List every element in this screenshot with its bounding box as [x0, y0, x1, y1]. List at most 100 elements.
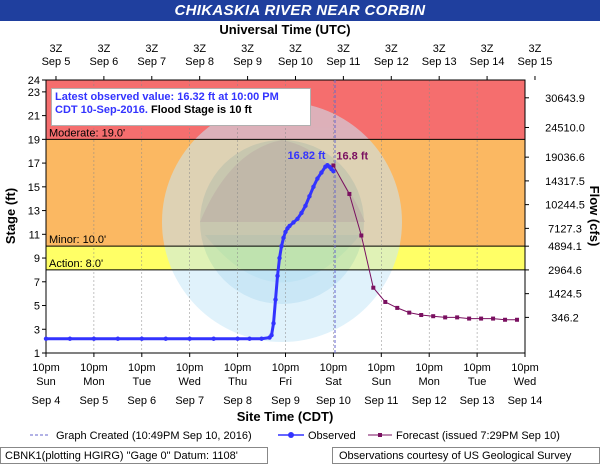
- x-tick-date: Sep 9: [271, 395, 300, 407]
- observed-point: [271, 321, 276, 326]
- top-tick-date: Sep 14: [470, 56, 505, 68]
- x-tick-date: Sep 5: [80, 395, 109, 407]
- x-tick-time: 10pm: [415, 362, 443, 374]
- datum-footer: CBNK1(plotting HGIRG) "Gage 0" Datum: 11…: [0, 447, 268, 464]
- y2-tick-label: 19036.6: [545, 152, 585, 164]
- legend-forecast-marker: [378, 433, 382, 437]
- latest-line1: Latest observed value: 16.32 ft at 10:00…: [55, 91, 279, 103]
- observed-point: [269, 332, 274, 338]
- forecast-point: [395, 305, 400, 310]
- legend: Graph Created (10:49PM Sep 10, 2016) Obs…: [30, 430, 560, 442]
- x-tick-day: Sun: [36, 376, 56, 388]
- observed-point: [273, 297, 278, 302]
- y-tick-label: 7: [34, 277, 40, 289]
- observed-point: [287, 223, 292, 229]
- x-tick-time: 10pm: [463, 362, 491, 374]
- observed-point: [307, 194, 312, 199]
- forecast-point: [359, 233, 364, 238]
- forecast-point: [331, 163, 336, 168]
- top-tick-time: 3Z: [289, 43, 302, 55]
- forecast-series: [331, 163, 520, 322]
- y2-tick-label: 24510.0: [545, 122, 585, 134]
- top-tick-time: 3Z: [481, 43, 494, 55]
- forecast-point: [455, 315, 460, 320]
- observed-point: [295, 216, 300, 222]
- x-tick-date: Sep 4: [32, 395, 61, 407]
- x-tick-date: Sep 6: [127, 395, 156, 407]
- y-tick-label: 11: [29, 229, 40, 241]
- forecast-point: [491, 316, 496, 321]
- observed-point: [235, 336, 240, 341]
- source-footer: Observations courtesy of US Geological S…: [332, 447, 600, 464]
- top-tick-date: Sep 6: [90, 56, 119, 68]
- y-tick-label: 19: [28, 134, 40, 146]
- y-tick-label: 5: [34, 301, 40, 313]
- x-axis-label: Site Time (CDT): [237, 409, 334, 424]
- x-tick-time: 10pm: [128, 362, 156, 374]
- top-tick-time: 3Z: [50, 43, 63, 55]
- forecast-point: [347, 191, 352, 196]
- x-tick-day: Wed: [178, 376, 200, 388]
- x-tick-time: 10pm: [272, 362, 300, 374]
- y-tick-label: 1: [34, 348, 40, 360]
- forecast-point: [431, 314, 436, 319]
- noaa-watermark: [162, 102, 402, 342]
- x-tick-time: 10pm: [511, 362, 539, 374]
- observed-series: [43, 163, 336, 341]
- top-tick-time: 3Z: [193, 43, 206, 55]
- latest-line2: CDT 10-Sep-2016.: [55, 104, 148, 116]
- y-axis-label: Stage (ft): [3, 188, 18, 244]
- observed-point: [303, 203, 308, 209]
- top-tick-time: 3Z: [337, 43, 350, 55]
- forecast-peak-label: 16.8 ft: [336, 150, 368, 162]
- legend-graph-created: Graph Created (10:49PM Sep 10, 2016): [56, 430, 252, 442]
- flood-stage-text: Flood Stage is 10 ft: [147, 104, 252, 116]
- forecast-line: [332, 165, 518, 321]
- x-tick-day: Tue: [468, 376, 487, 388]
- x-tick-day: Sat: [325, 376, 342, 388]
- y-tick-label: 9: [34, 253, 40, 265]
- observed-point: [91, 336, 97, 341]
- x-tick-day: Mon: [83, 376, 104, 388]
- chart-title: CHIKASKIA RIVER NEAR CORBIN: [174, 2, 426, 19]
- observed-point: [315, 176, 320, 181]
- x-tick-date: Sep 10: [316, 395, 351, 407]
- observed-point: [299, 210, 304, 216]
- x-tick-date: Sep 13: [460, 395, 495, 407]
- x-tick-time: 10pm: [176, 362, 204, 374]
- title-bar: CHIKASKIA RIVER NEAR CORBIN: [0, 0, 600, 21]
- category-label-moderate: Moderate: 19.0': [49, 127, 125, 139]
- forecast-point: [371, 285, 376, 290]
- observed-point: [247, 336, 252, 341]
- observed-point: [291, 220, 296, 225]
- top-tick-date: Sep 7: [137, 56, 166, 68]
- observed-point: [319, 170, 324, 175]
- y2-axis-label: Flow (cfs): [587, 186, 600, 247]
- x-tick-date: Sep 14: [508, 395, 543, 407]
- top-tick-date: Sep 8: [185, 56, 214, 68]
- top-tick-date: Sep 12: [374, 56, 409, 68]
- x-tick-day: Mon: [418, 376, 439, 388]
- observed-point: [281, 235, 286, 241]
- category-label-minor: Minor: 10.0': [49, 234, 106, 246]
- y-tick-label: 3: [34, 324, 40, 336]
- x-tick-date: Sep 8: [223, 395, 252, 407]
- y-tick-label: 15: [28, 182, 40, 194]
- forecast-point: [467, 316, 472, 321]
- observed-point: [275, 273, 280, 279]
- x-tick-date: Sep 7: [175, 395, 204, 407]
- observed-point: [115, 336, 121, 341]
- observed-point: [67, 336, 73, 341]
- y-tick-label: 17: [28, 158, 40, 170]
- y2-tick-label: 10244.5: [545, 200, 585, 212]
- x-tick-date: Sep 12: [412, 395, 447, 407]
- forecast-point: [407, 310, 412, 315]
- observed-point: [43, 336, 49, 341]
- y2-tick-label: 346.2: [551, 312, 579, 324]
- y2-tick-label: 1424.5: [548, 289, 582, 301]
- top-tick-time: 3Z: [241, 43, 254, 55]
- x-tick-day: Thu: [228, 376, 247, 388]
- y-tick-label: 21: [28, 111, 40, 123]
- top-tick-time: 3Z: [433, 43, 446, 55]
